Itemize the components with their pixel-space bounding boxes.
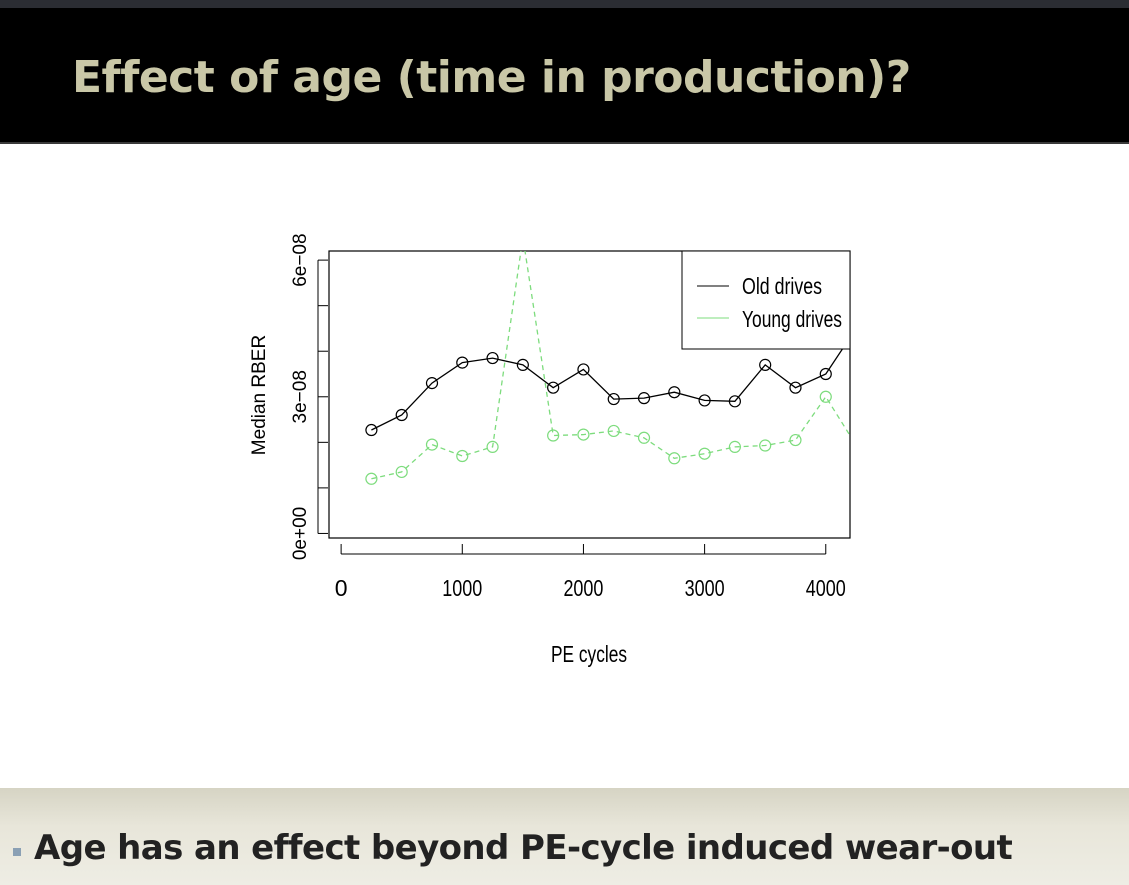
legend-label-young: Young drives: [742, 306, 842, 332]
rber-chart: 0 1000 2000 3000 4000 0e+00 3e−08 6e−08 Old dr…: [249, 233, 851, 667]
x-tick-label: 3000: [685, 575, 725, 601]
young-drives-point: [728, 440, 741, 453]
y-tick-label: 6e−08: [290, 233, 311, 286]
legend-box: [681, 250, 851, 350]
young-drives-point: [486, 440, 499, 453]
old-drives-point: [789, 381, 802, 394]
old-drives-point: [607, 392, 620, 406]
young-drives-point: [759, 439, 772, 452]
old-drives-point: [486, 351, 499, 365]
young-drives-point: [577, 428, 590, 441]
series-old-drives: [365, 337, 850, 437]
bullet-square-icon: [13, 848, 21, 856]
old-drives-point: [728, 395, 741, 408]
old-drives-point: [759, 358, 772, 371]
y-axis: 0e+00 3e−08 6e−08: [290, 233, 328, 560]
x-axis: 0 1000 2000 3000 4000: [335, 544, 846, 601]
x-tick-label: 4000: [806, 575, 846, 601]
young-drives-point: [698, 447, 711, 460]
y-tick-label: 3e−08: [290, 370, 311, 423]
slide-footer: [0, 788, 1129, 885]
young-drives-point: [547, 429, 560, 442]
young-drives-point: [395, 465, 408, 479]
young-drives-point: [365, 472, 378, 485]
window-top-strip: [0, 0, 1129, 8]
young-drives-point: [456, 449, 469, 463]
old-drives-point: [577, 363, 590, 376]
y-tick-label: 0e+00: [290, 507, 311, 560]
young-drives-point: [607, 424, 620, 438]
young-drives-point: [668, 452, 681, 465]
old-drives-point: [365, 423, 378, 437]
x-tick-label: 0: [335, 575, 348, 601]
y-axis-label: Median RBER: [249, 335, 270, 455]
x-tick-label: 1000: [442, 575, 482, 601]
old-drives-line: [371, 337, 850, 431]
old-drives-point: [547, 381, 560, 394]
series-young-drives: [365, 251, 850, 485]
old-drives-point: [698, 394, 711, 407]
young-drives-point: [789, 433, 802, 447]
young-drives-line: [371, 251, 850, 480]
old-drives-point: [425, 377, 439, 390]
slide-header: Effect of age (time in production)?: [0, 8, 1129, 144]
x-axis-label: PE cycles: [551, 641, 627, 667]
old-drives-point: [516, 358, 529, 371]
bullet-point: Age has an effect beyond PE-cycle induce…: [34, 828, 1013, 868]
young-drives-point: [637, 431, 651, 444]
legend-label-old: Old drives: [742, 273, 822, 299]
old-drives-point: [456, 356, 469, 369]
old-drives-point: [637, 392, 651, 405]
slide-title: Effect of age (time in production)?: [72, 52, 911, 103]
young-drives-point: [819, 390, 832, 403]
chart-legend: Old drives Young drives: [681, 250, 851, 350]
plot-frame: [328, 250, 851, 539]
chart-area: 0 1000 2000 3000 4000 0e+00 3e−08 6e−08 Old dr…: [0, 144, 1129, 788]
old-drives-point: [819, 367, 832, 381]
x-tick-label: 2000: [563, 575, 603, 601]
young-drives-point: [425, 438, 439, 451]
old-drives-point: [668, 386, 681, 399]
old-drives-point: [395, 408, 408, 422]
